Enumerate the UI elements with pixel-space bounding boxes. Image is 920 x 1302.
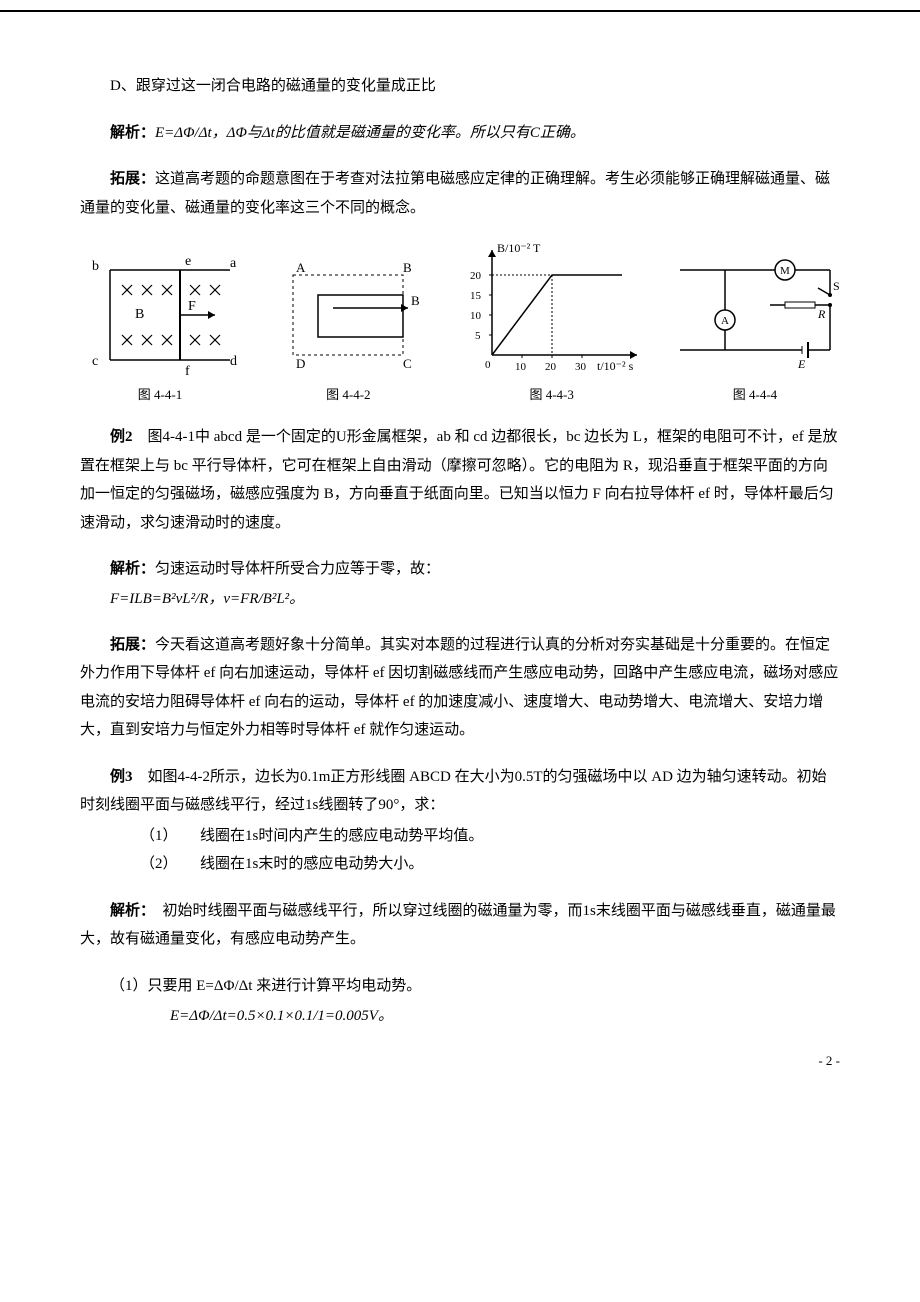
svg-text:S: S <box>833 279 840 293</box>
figure-1-svg: b e a c f d B F <box>80 250 240 380</box>
page: D、跟穿过这一闭合电路的磁通量的变化量成正比 解析：E=ΔΦ/Δt，ΔΦ与Δt的… <box>0 10 920 1089</box>
svg-text:B: B <box>135 307 144 322</box>
calc-3-line2: E=ΔΦ/Δt=0.5×0.1×0.1/1=0.005V。 <box>80 1002 840 1031</box>
option-d: D、跟穿过这一闭合电路的磁通量的变化量成正比 <box>80 72 840 101</box>
expand-1-label: 拓展： <box>110 171 155 187</box>
svg-text:C: C <box>403 356 412 371</box>
expand-2-label: 拓展： <box>110 637 155 653</box>
figure-3-caption: 图 4-4-3 <box>529 384 573 403</box>
svg-text:10: 10 <box>515 361 527 373</box>
figure-2-caption: 图 4-4-2 <box>326 384 370 403</box>
figure-2: A B C D B 图 4-4-2 <box>263 250 433 403</box>
expand-2: 拓展：今天看这道高考题好象十分简单。其实对本题的过程进行认真的分析对夯实基础是十… <box>80 631 840 745</box>
svg-text:d: d <box>230 354 237 369</box>
page-number: - 2 - <box>818 1053 840 1069</box>
example-2-label: 例2 <box>110 429 133 445</box>
example-3: 例3 如图4-4-2所示，边长为0.1m正方形线圈 ABCD 在大小为0.5T的… <box>80 763 840 820</box>
analysis-1-label: 解析： <box>110 125 155 141</box>
svg-text:30: 30 <box>575 361 587 373</box>
figure-1-caption: 图 4-4-1 <box>138 384 182 403</box>
svg-text:M: M <box>780 265 790 277</box>
figure-2-svg: A B C D B <box>263 250 433 380</box>
analysis-3-label: 解析： <box>110 903 148 919</box>
figure-3: 5 10 15 20 10 20 30 0 B/10⁻² T t/10⁻² s … <box>457 240 647 403</box>
svg-text:R: R <box>817 307 826 321</box>
svg-text:e: e <box>185 254 191 269</box>
figure-row: b e a c f d B F 图 4-4-1 A B <box>80 240 840 403</box>
analysis-2-body: 匀速运动时导体杆所受合力应等于零，故： <box>155 561 440 577</box>
svg-text:B: B <box>411 293 420 308</box>
svg-text:t/10⁻² s: t/10⁻² s <box>597 359 634 373</box>
analysis-2-label: 解析： <box>110 561 155 577</box>
figure-1: b e a c f d B F 图 4-4-1 <box>80 250 240 403</box>
svg-text:20: 20 <box>470 270 482 282</box>
analysis-3-body: 初始时线圈平面与磁感线平行，所以穿过线圈的磁通量为零，而1s末线圈平面与磁感线垂… <box>80 903 836 948</box>
svg-text:0: 0 <box>485 359 491 371</box>
example-3-q2: （2） 线圈在1s末时的感应电动势大小。 <box>80 850 840 879</box>
expand-2-body: 今天看这道高考题好象十分简单。其实对本题的过程进行认真的分析对夯实基础是十分重要… <box>80 637 838 739</box>
example-3-body: 如图4-4-2所示，边长为0.1m正方形线圈 ABCD 在大小为0.5T的匀强磁… <box>80 769 827 814</box>
svg-text:10: 10 <box>470 310 482 322</box>
expand-1-body: 这道高考题的命题意图在于考查对法拉第电磁感应定律的正确理解。考生必须能够正确理解… <box>80 171 830 216</box>
svg-text:a: a <box>230 256 237 271</box>
analysis-1-body: E=ΔΦ/Δt，ΔΦ与Δt的比值就是磁通量的变化率。所以只有C正确。 <box>155 125 585 141</box>
analysis-1: 解析：E=ΔΦ/Δt，ΔΦ与Δt的比值就是磁通量的变化率。所以只有C正确。 <box>80 119 840 148</box>
svg-text:A: A <box>296 260 306 275</box>
figure-4-svg: S E R M A <box>670 240 840 380</box>
svg-text:f: f <box>185 364 190 379</box>
example-3-label: 例3 <box>110 769 133 785</box>
svg-text:A: A <box>721 315 729 327</box>
svg-text:c: c <box>92 354 98 369</box>
analysis-3: 解析： 初始时线圈平面与磁感线平行，所以穿过线圈的磁通量为零，而1s末线圈平面与… <box>80 897 840 954</box>
svg-text:E: E <box>797 357 806 371</box>
svg-text:b: b <box>92 259 99 274</box>
svg-text:F: F <box>188 299 196 314</box>
expand-1: 拓展：这道高考题的命题意图在于考查对法拉第电磁感应定律的正确理解。考生必须能够正… <box>80 165 840 222</box>
figure-4-caption: 图 4-4-4 <box>733 384 777 403</box>
svg-text:B/10⁻² T: B/10⁻² T <box>497 241 541 255</box>
example-3-q1: （1） 线圈在1s时间内产生的感应电动势平均值。 <box>80 822 840 851</box>
svg-text:B: B <box>403 260 412 275</box>
equation-2: F=ILB=B²vL²/R，v=FR/B²L²。 <box>110 586 840 613</box>
svg-text:D: D <box>296 356 305 371</box>
svg-text:15: 15 <box>470 290 482 302</box>
figure-3-svg: 5 10 15 20 10 20 30 0 B/10⁻² T t/10⁻² s <box>457 240 647 380</box>
svg-text:20: 20 <box>545 361 557 373</box>
example-2-body: 图4-4-1中 abcd 是一个固定的U形金属框架，ab 和 cd 边都很长，b… <box>80 429 837 531</box>
svg-text:5: 5 <box>475 330 481 342</box>
figure-4: S E R M A <box>670 240 840 403</box>
example-2: 例2 图4-4-1中 abcd 是一个固定的U形金属框架，ab 和 cd 边都很… <box>80 423 840 537</box>
calc-3-line1: （1）只要用 E=ΔΦ/Δt 来进行计算平均电动势。 <box>80 972 840 1001</box>
analysis-2: 解析：匀速运动时导体杆所受合力应等于零，故： <box>80 555 840 584</box>
